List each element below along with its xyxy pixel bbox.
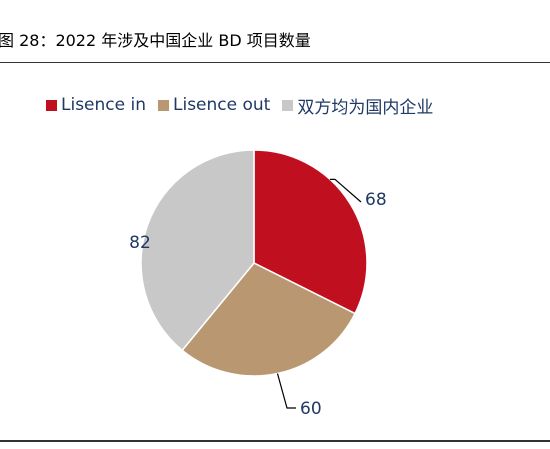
leader-line-lisence-out: [276, 373, 296, 409]
pie-slices: [140, 149, 368, 377]
data-label-lisence-out: 60: [300, 399, 322, 419]
leader-line-lisence-in: [329, 178, 362, 203]
pie-data-labels: 68 60 82: [129, 178, 387, 419]
legend-item-domestic: 双方均为国内企业: [282, 93, 433, 118]
legend-swatch: [158, 99, 169, 111]
pie-slice-lisence-out: [181, 262, 357, 377]
legend-label: Lisence in: [61, 95, 146, 115]
top-rule: [0, 62, 550, 63]
legend-item-lisence-out: Lisence out: [158, 95, 270, 115]
chart-legend: Lisence in Lisence out 双方均为国内企业: [46, 93, 445, 118]
legend-item-lisence-in: Lisence in: [46, 95, 146, 115]
data-label-domestic: 82: [129, 233, 151, 253]
bottom-rule: [0, 440, 550, 442]
pie-slice-lisence-in: [253, 149, 368, 315]
legend-label: Lisence out: [173, 95, 271, 115]
legend-swatch: [46, 99, 57, 111]
legend-label: 双方均为国内企业: [297, 97, 434, 118]
figure-title: 图 28：2022 年涉及中国企业 BD 项目数量: [0, 31, 311, 50]
data-label-lisence-in: 68: [365, 190, 387, 210]
pie-slice-domestic: [140, 149, 255, 352]
legend-swatch: [282, 99, 294, 111]
